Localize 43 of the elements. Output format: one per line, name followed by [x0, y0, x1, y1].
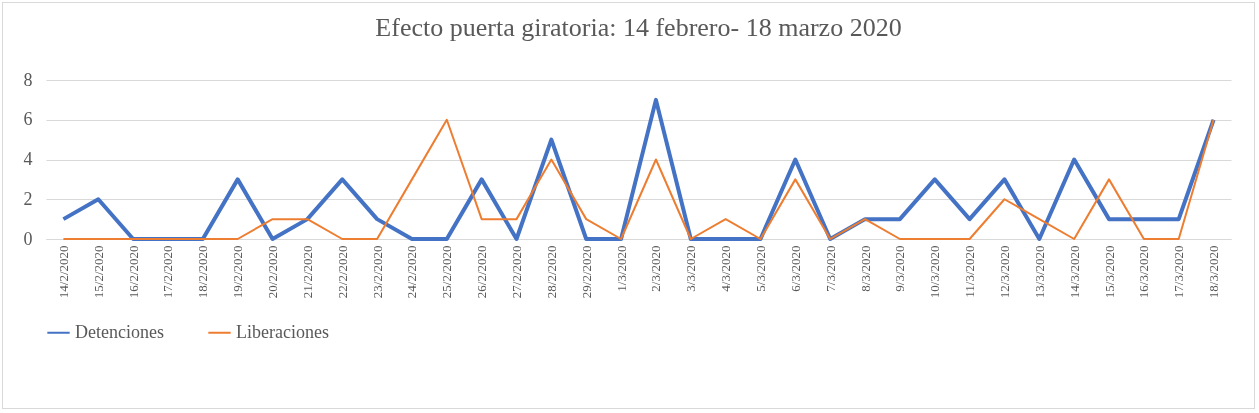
x-tick-label: 8/3/2020 [857, 245, 873, 292]
y-tick-label: 0 [23, 228, 33, 249]
x-tick-label: 15/2/2020 [90, 245, 106, 299]
x-tick-label: 5/3/2020 [752, 245, 768, 292]
x-tick-label: 17/2/2020 [160, 245, 176, 299]
x-tick-label: 9/3/2020 [892, 245, 908, 292]
x-tick-label: 6/3/2020 [787, 245, 803, 292]
x-tick-label: 23/2/2020 [369, 245, 385, 299]
x-tick-label: 1/3/2020 [613, 245, 629, 292]
x-tick-label: 13/3/2020 [1031, 245, 1047, 299]
x-tick-label: 7/3/2020 [822, 245, 838, 292]
x-tick-label: 19/2/2020 [230, 245, 246, 299]
x-tick-label: 27/2/2020 [509, 245, 525, 299]
legend-label: Liberaciones [236, 321, 329, 342]
x-tick-label: 25/2/2020 [439, 245, 455, 299]
y-tick-label: 6 [23, 109, 33, 130]
y-tick-label: 8 [23, 69, 33, 90]
x-tick-label: 18/2/2020 [195, 245, 211, 299]
x-tick-label: 14/2/2020 [55, 245, 71, 299]
x-tick-label: 24/2/2020 [404, 245, 420, 299]
x-tick-label: 11/3/2020 [962, 245, 978, 298]
x-tick-label: 26/2/2020 [474, 245, 490, 299]
y-tick-label: 2 [23, 188, 33, 209]
x-tick-label: 2/3/2020 [648, 245, 664, 292]
x-tick-label: 20/2/2020 [265, 245, 281, 299]
chart-title: Efecto puerta giratoria: 14 febrero- 18 marzo 2020 [375, 13, 902, 42]
x-tick-label: 28/2/2020 [543, 245, 559, 299]
x-tick-label: 4/3/2020 [718, 245, 734, 292]
x-tick-label: 22/2/2020 [334, 245, 350, 299]
x-tick-label: 15/3/2020 [1101, 245, 1117, 299]
x-tick-label: 21/2/2020 [299, 245, 315, 299]
y-tick-label: 4 [23, 149, 33, 169]
line-series [62, 118, 1215, 240]
x-tick-label: 16/3/2020 [1136, 245, 1152, 299]
legend-label: Detenciones [75, 321, 164, 342]
x-tick-label: 3/3/2020 [683, 245, 699, 292]
x-tick-label: 12/3/2020 [996, 245, 1012, 299]
x-tick-label: 18/3/2020 [1206, 245, 1222, 299]
x-tick-label: 17/3/2020 [1171, 245, 1187, 299]
x-tick-label: 29/2/2020 [578, 245, 594, 299]
x-tick-label: 10/3/2020 [927, 245, 943, 299]
x-tick-label: 16/2/2020 [125, 245, 141, 299]
x-tick-label: 14/3/2020 [1066, 245, 1082, 299]
